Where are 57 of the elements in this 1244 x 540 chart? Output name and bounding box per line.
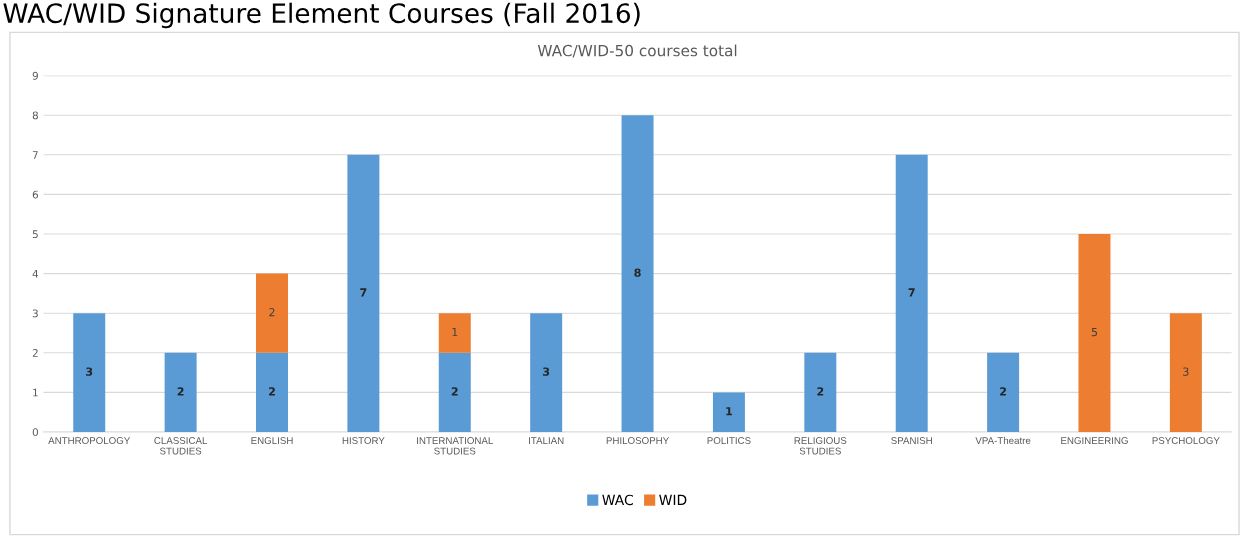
y-tick-label: 7 (32, 151, 38, 159)
legend-label: WAC (602, 494, 633, 506)
data-label: 2 (451, 387, 458, 396)
data-label: 2 (1000, 387, 1006, 396)
x-tick-label: VPA-Theatre (975, 436, 1031, 444)
x-tick-label: INTERNATIONAL STUDIES (417, 437, 493, 455)
x-tick-label: PSYCHOLOGY (1152, 437, 1220, 444)
x-tick-label: CLASSICAL STUDIES (154, 437, 208, 455)
x-tick-label: POLITICS (707, 437, 751, 444)
y-tick-label: 1 (33, 388, 38, 397)
bar (1169, 313, 1202, 432)
y-tick-label: 2 (32, 349, 38, 357)
data-label: 2 (269, 387, 275, 396)
bar (438, 352, 471, 432)
x-tick-label: ITALIAN (529, 437, 564, 444)
data-label: 2 (269, 308, 275, 317)
bar (256, 352, 288, 432)
legend-label: WID (659, 494, 687, 505)
bar (530, 313, 563, 432)
data-label: 8 (634, 268, 641, 277)
bar (256, 273, 288, 353)
bar (1078, 234, 1111, 432)
chart-title: WAC/WID Signature Element Courses (Fall 2016) (3, 2, 640, 29)
x-tick-label: ENGLISH (251, 437, 293, 444)
y-tick-label: 4 (32, 269, 39, 278)
data-label: 2 (817, 387, 824, 396)
data-label: 1 (452, 327, 458, 337)
bar (438, 313, 471, 353)
y-tick-label: 3 (32, 309, 38, 318)
y-tick-label: 6 (32, 190, 39, 199)
x-tick-label: PHILOSOPHY (606, 437, 669, 444)
bar (347, 154, 380, 432)
data-label: 3 (543, 367, 550, 376)
bar (987, 352, 1020, 432)
data-label: 3 (86, 367, 93, 376)
data-label: 3 (1183, 367, 1189, 376)
bar (73, 313, 106, 432)
y-tick-label: 9 (32, 71, 38, 80)
data-label: 7 (360, 288, 367, 297)
y-tick-label: 5 (32, 230, 38, 239)
data-label: 5 (1091, 327, 1098, 337)
x-tick-label: HISTORY (342, 437, 385, 444)
bar (895, 154, 928, 432)
x-tick-label: ANTHROPOLOGY (48, 437, 131, 444)
bar (621, 115, 654, 432)
data-label: 2 (177, 387, 184, 396)
bar (804, 352, 837, 432)
x-tick-label: ENGINEERING (1061, 437, 1128, 444)
y-tick-label: 0 (32, 428, 38, 437)
y-tick-label: 8 (32, 111, 38, 120)
bar (164, 352, 197, 432)
chart-subtitle: WAC/WID-50 courses total (537, 44, 737, 58)
x-tick-label: RELIGIOUS STUDIES (794, 437, 847, 455)
bar (712, 392, 745, 432)
data-label: 1 (726, 407, 733, 416)
x-tick-label: SPANISH (891, 437, 932, 444)
data-label: 7 (908, 288, 915, 297)
